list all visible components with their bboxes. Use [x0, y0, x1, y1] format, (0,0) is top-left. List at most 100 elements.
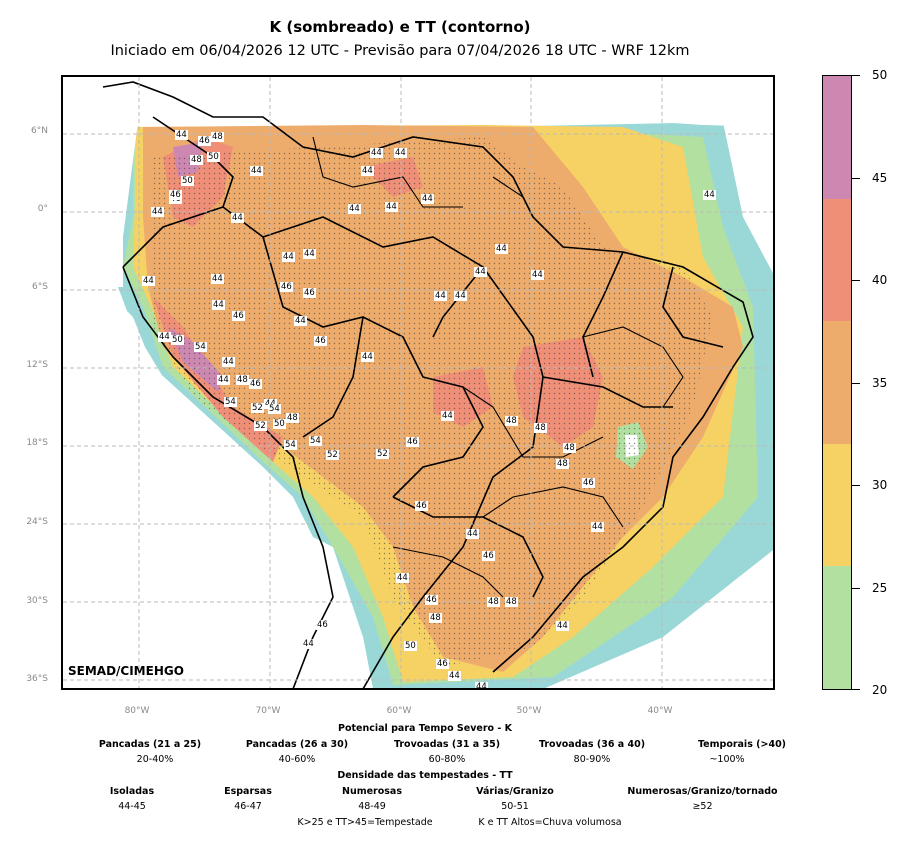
k-cat-4-name: Trovoadas (36 a 40): [538, 739, 646, 750]
tt-contour-label: 54: [194, 342, 207, 352]
tt-contour-label: 44: [151, 207, 164, 217]
tt-contour-label: 44: [421, 194, 434, 204]
lat-label-6n: 6°N: [31, 126, 48, 136]
tt-contour-label: 44: [211, 274, 224, 284]
tt-contour-label: 44: [294, 316, 307, 326]
credit-label: SEMAD/CIMEHGO: [68, 664, 184, 678]
tt-contour-label: 44: [495, 244, 508, 254]
tt-contour-label: 48: [556, 459, 569, 469]
tt-contour-label: 52: [251, 403, 264, 413]
tt-contour-label: 44: [361, 166, 374, 176]
tt-contour-label: 44: [454, 291, 467, 301]
tt-contour-label: 44: [591, 522, 604, 532]
tt-contour-label: 48: [487, 597, 500, 607]
tt-contour-label: 44: [158, 332, 171, 342]
tt-cat-5-name: Numerosas/Granizo/tornado: [627, 786, 778, 797]
tt-contour-label: 50: [404, 641, 417, 651]
tt-contour-label: 48: [563, 443, 576, 453]
tt-contour-label: 48: [236, 375, 249, 385]
lon-label-70w: 70°W: [255, 706, 281, 716]
tt-contour-label: 44: [361, 352, 374, 362]
colorbar-segment-40-45: [823, 198, 851, 322]
tt-contour-label: 44: [142, 276, 155, 286]
tt-contour-label: 46: [482, 551, 495, 561]
colorbar-label-30: 30: [872, 478, 888, 492]
tt-contour-label: 54: [309, 436, 322, 446]
tt-dotted-area: [153, 137, 713, 667]
tt-contour-label: 46: [232, 311, 245, 321]
tt-contour-label: 46: [249, 379, 262, 389]
tt-contour-label: 44: [222, 357, 235, 367]
tt-contour-label: 44: [302, 639, 315, 649]
tt-contour-label: 46: [198, 136, 211, 146]
tt-cat-5-value: ≥52: [692, 801, 713, 812]
tt-contour-label: 46: [406, 437, 419, 447]
chart-subtitle: Iniciado em 06/04/2026 12 UTC - Previsão…: [110, 43, 690, 59]
tt-contour-label: 48: [190, 155, 203, 165]
k-cat-2-name: Pancadas (26 a 30): [245, 739, 349, 750]
tt-cat-4-name: Várias/Granizo: [476, 786, 554, 797]
tt-contour-label: 44: [475, 682, 488, 690]
lat-label-30s: 30°S: [26, 596, 48, 606]
tt-cat-3-value: 48-49: [358, 801, 386, 812]
tt-cat-2-value: 46-47: [234, 801, 262, 812]
tt-contour-label: 44: [231, 213, 244, 223]
tt-contour-label: 44: [434, 291, 447, 301]
k-cat-2-value: 40-60%: [278, 754, 316, 765]
tt-contour-label: 44: [217, 375, 230, 385]
tt-contour-label: 44: [370, 148, 383, 158]
tt-contour-label: 50: [273, 419, 286, 429]
k-legend-title: Potencial para Tempo Severo - K: [338, 723, 512, 734]
tt-legend-title: Densidade das tempestades - TT: [337, 770, 513, 781]
colorbar-label-45: 45: [872, 171, 888, 185]
tt-contour-label: 50: [207, 152, 220, 162]
lon-label-40w: 40°W: [647, 706, 673, 716]
tt-cat-1-name: Isoladas: [109, 786, 155, 797]
lat-label-0: 0°: [37, 204, 48, 214]
tt-contour-label: 44: [212, 300, 225, 310]
tt-contour-label: 46: [169, 190, 182, 200]
tt-contour-label: 46: [436, 659, 449, 669]
colorbar-label-25: 25: [872, 581, 888, 595]
tt-contour-label: 46: [303, 288, 316, 298]
tt-contour-label: 44: [175, 130, 188, 140]
colorbar-segment-45-50: [823, 76, 851, 199]
tt-contour-label: 48: [211, 132, 224, 142]
tt-contour-label: 52: [254, 421, 267, 431]
tt-contour-label: 44: [448, 671, 461, 681]
tt-contour-label: 46: [582, 478, 595, 488]
tt-contour-label: 44: [303, 249, 316, 259]
tt-contour-label: 46: [280, 282, 293, 292]
colorbar-segment-30-35: [823, 443, 851, 567]
tt-contour-label: 46: [415, 501, 428, 511]
lon-label-60w: 60°W: [386, 706, 412, 716]
lon-label-50w: 50°W: [516, 706, 542, 716]
tt-contour-label: 44: [474, 267, 487, 277]
lat-label-6s: 6°S: [32, 282, 48, 292]
lat-label-18s: 18°S: [26, 438, 48, 448]
k-cat-4-value: 80-90%: [573, 754, 611, 765]
tt-contour-label: 48: [286, 413, 299, 423]
tt-contour-label: 52: [376, 449, 389, 459]
tt-cat-4-value: 50-51: [501, 801, 529, 812]
colorbar-label-50: 50: [872, 68, 888, 82]
graticule: [63, 77, 773, 688]
tt-contour-label: 46: [314, 336, 327, 346]
tt-contour-label: 44: [556, 621, 569, 631]
tt-contour-label: 44: [531, 270, 544, 280]
colorbar-label-20: 20: [872, 683, 888, 697]
map-panel[interactable]: 4446484850504644444444444444444444444444…: [61, 75, 775, 690]
state-borders: [312, 136, 684, 598]
tt-cat-3-name: Numerosas: [342, 786, 402, 797]
tt-cat-1-value: 44-45: [118, 801, 146, 812]
tt-contour-label: 52: [326, 450, 339, 460]
lat-label-36s: 36°S: [26, 674, 48, 684]
k-cat-3-value: 60-80%: [428, 754, 466, 765]
footnote-storm: K>25 e TT>45=Tempestade: [297, 817, 433, 828]
tt-contour-label: 46: [316, 620, 329, 630]
colorbar-segment-35-40: [823, 321, 851, 444]
tt-contour-label: 44: [466, 529, 479, 539]
tt-contour-label: 54: [284, 440, 297, 450]
k-cat-1-name: Pancadas (21 a 25): [98, 739, 202, 750]
lon-label-80w: 80°W: [124, 706, 150, 716]
